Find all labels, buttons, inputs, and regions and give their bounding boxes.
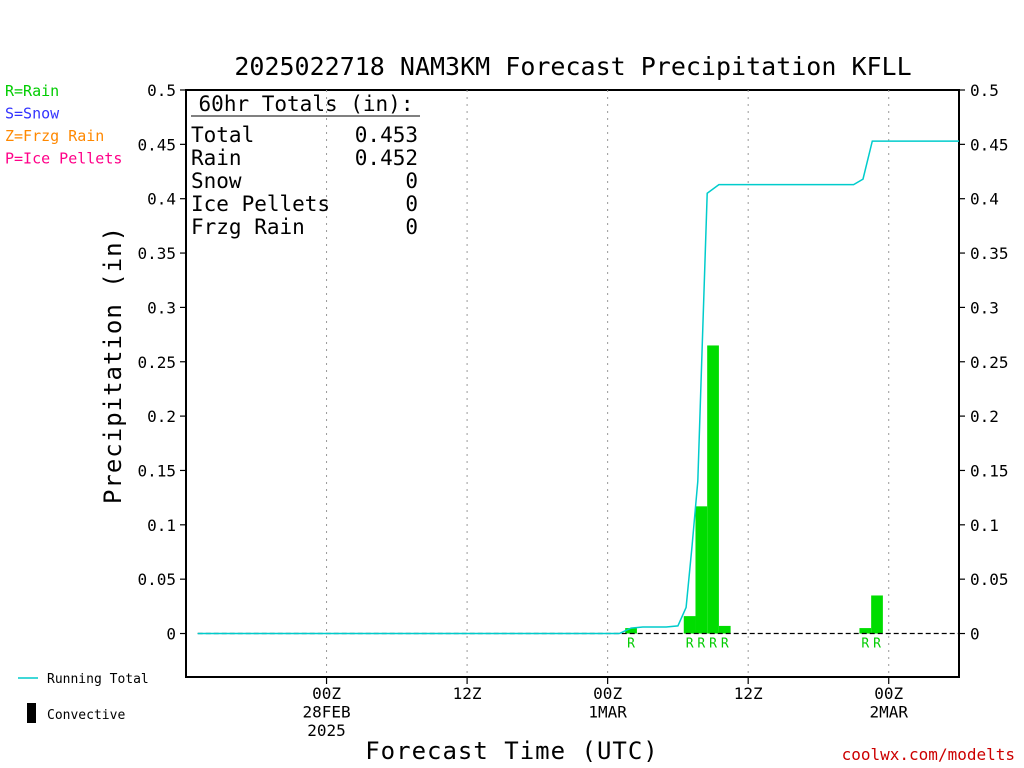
y-tick-label-left: 0.45 (137, 135, 176, 154)
x-tick-label: 2MAR (869, 703, 908, 722)
y-tick-label-right: 0.35 (970, 244, 1009, 263)
y-tick-label-right: 0.05 (970, 570, 1009, 589)
y-axis-ticks: 0.5 0.5 0.45 0.45 0.4 0.4 0.35 0.35 0.3 0.3 0.25 0.… (137, 81, 1008, 644)
totals-row-label: Frzg Rain (191, 215, 305, 239)
y-tick-label-left: 0.3 (147, 298, 176, 317)
bottom-legend: Running Total Convective (18, 672, 149, 723)
precip-type-label: R (873, 637, 881, 652)
totals-row-label: Total (191, 123, 254, 147)
y-tick-label-left: 0.5 (147, 81, 176, 100)
precip-type-label: R (627, 637, 635, 652)
totals-row-value: 0.452 (355, 146, 418, 170)
precip-type-label: R (709, 637, 717, 652)
precip-bar (707, 345, 719, 634)
precip-type-label: R (686, 637, 694, 652)
y-tick-label-right: 0 (970, 625, 980, 644)
x-tick-label: 1MAR (588, 703, 627, 722)
y-tick-label-left: 0.1 (147, 516, 176, 535)
y-tick-label-left: 0.25 (137, 353, 176, 372)
y-tick-label-right: 0.45 (970, 135, 1009, 154)
y-tick-label-right: 0.25 (970, 353, 1009, 372)
precip-bar (871, 595, 883, 634)
x-tick-label: 12Z (734, 684, 763, 703)
y-tick-label-right: 0.15 (970, 461, 1009, 480)
legend-entry: R=Rain (5, 82, 59, 100)
precip-bars (625, 345, 883, 634)
totals-row-value: 0.453 (355, 123, 418, 147)
convective-legend-label: Convective (47, 708, 125, 723)
totals-row-value: 0 (405, 192, 418, 216)
precip-bar (625, 628, 637, 634)
x-tick-label: 00Z (593, 684, 622, 703)
precip-type-label: R (721, 637, 729, 652)
x-tick-label: 00Z (312, 684, 341, 703)
precip-bar (695, 506, 708, 634)
running-total-legend-label: Running Total (47, 672, 149, 687)
x-tick-label: 2025 (307, 721, 346, 740)
y-tick-label-right: 0.2 (970, 407, 999, 426)
source-credit: coolwx.com/modelts (842, 745, 1015, 764)
x-tick-label: 28FEB (302, 703, 350, 722)
precip-bar (683, 616, 696, 634)
totals-heading: 60hr Totals (in): (199, 92, 414, 116)
chart-title: 2025022718 NAM3KM Forecast Precipitation… (234, 52, 911, 81)
legend-entry: Z=Frzg Rain (5, 127, 104, 145)
y-tick-label-right: 0.5 (970, 81, 999, 100)
totals-row-value: 0 (405, 169, 418, 193)
y-tick-label-left: 0 (166, 625, 176, 644)
y-tick-label-left: 0.4 (147, 190, 176, 209)
precip-type-label: R (861, 637, 869, 652)
y-tick-label-left: 0.2 (147, 407, 176, 426)
precip-type-legend: R=Rain S=Snow Z=Frzg Rain P=Ice Pellets (5, 82, 122, 168)
convective-swatch (27, 703, 36, 723)
y-axis-label: Precipitation (in) (99, 226, 127, 504)
totals-row-label: Rain (191, 146, 242, 170)
legend-entry: S=Snow (5, 105, 60, 123)
x-tick-label: 00Z (874, 684, 903, 703)
x-tick-label: 12Z (453, 684, 482, 703)
totals-row-value: 0 (405, 215, 418, 239)
y-tick-label-left: 0.05 (137, 570, 176, 589)
plot-frame (185, 89, 960, 678)
precip-type-label: R (697, 637, 705, 652)
totals-box: 60hr Totals (in): Total 0.453 Rain 0.452 Snow… (191, 92, 420, 239)
totals-row-label: Snow (191, 169, 242, 193)
y-tick-label-right: 0.1 (970, 516, 999, 535)
legend-entry: P=Ice Pellets (5, 150, 122, 168)
running-total-line (197, 140, 959, 635)
y-tick-label-left: 0.35 (137, 244, 176, 263)
x-axis-label: Forecast Time (UTC) (365, 737, 659, 765)
precip-bar (718, 625, 731, 634)
totals-row-label: Ice Pellets (191, 192, 330, 216)
y-tick-label-right: 0.4 (970, 190, 999, 209)
precip-bar (859, 628, 872, 634)
y-tick-label-right: 0.3 (970, 298, 999, 317)
y-tick-label-left: 0.15 (137, 461, 176, 480)
